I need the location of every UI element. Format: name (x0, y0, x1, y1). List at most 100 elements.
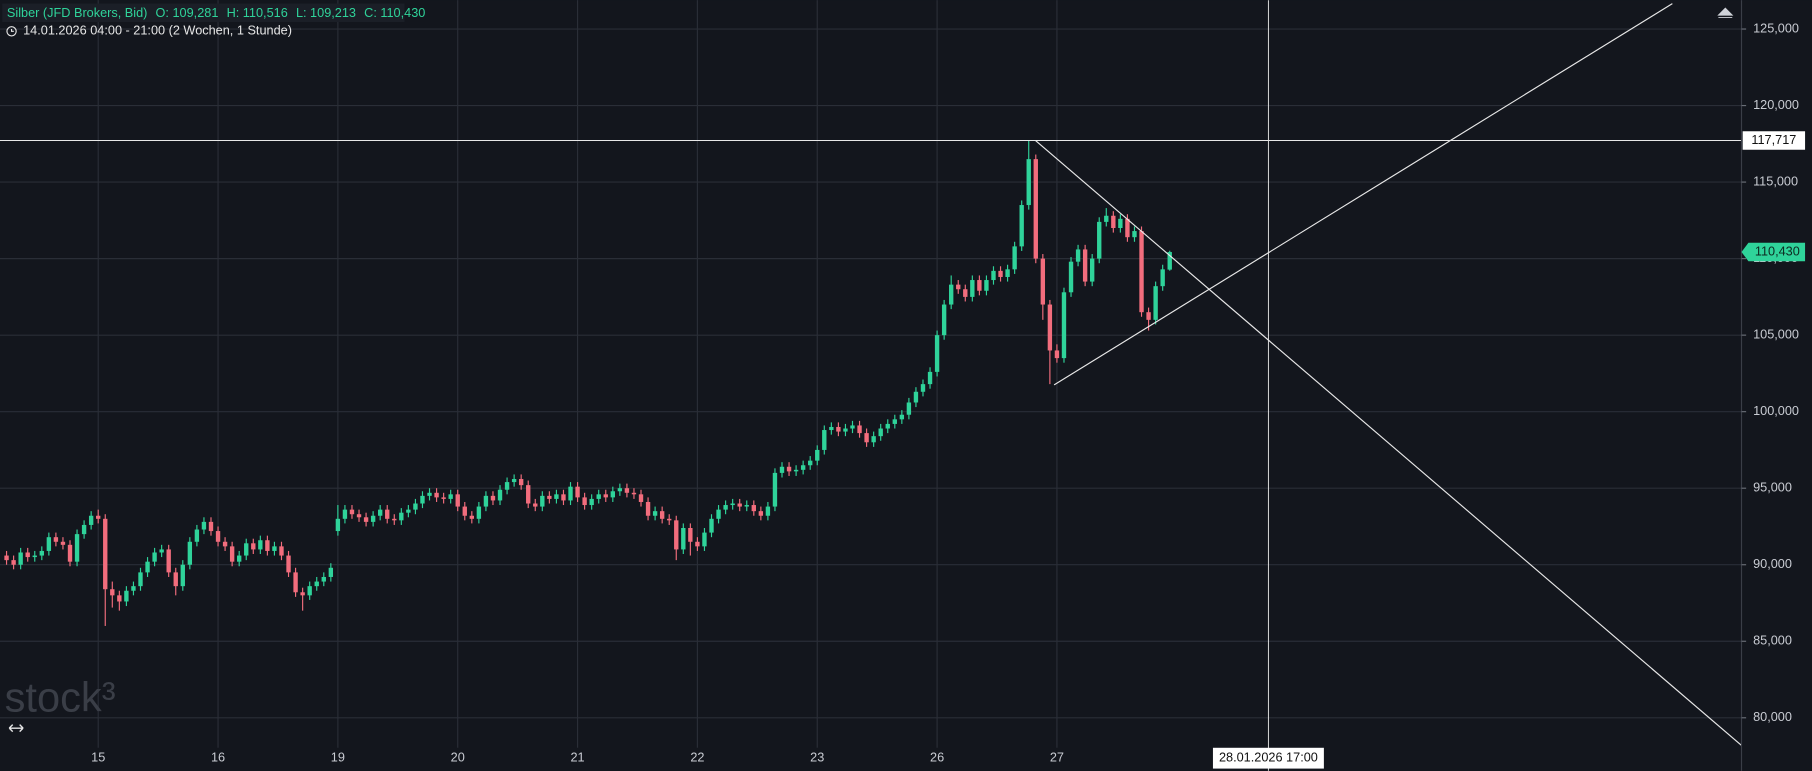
candle-body (737, 503, 742, 507)
candle-body (32, 555, 37, 558)
candle-body (370, 515, 376, 522)
candle-body (244, 543, 249, 556)
candle-body (1160, 269, 1165, 287)
candle-body (60, 541, 66, 545)
candle-body (857, 425, 862, 434)
candle-body (377, 509, 383, 516)
candle-body (765, 506, 771, 516)
candle-body (624, 488, 630, 493)
candle-body (1153, 286, 1158, 320)
candle-body (265, 540, 270, 551)
candle-body (1111, 215, 1116, 229)
candle-body (645, 501, 651, 516)
candle-body (800, 465, 806, 470)
candle-body (145, 561, 150, 573)
candle-body (511, 479, 517, 483)
y-tick-label: 100,000 (1753, 403, 1799, 418)
ohlc-label: H: 110,516 (227, 5, 288, 20)
candle-body (194, 529, 200, 542)
candle-body (427, 492, 432, 496)
x-tick-label: 21 (570, 750, 584, 765)
candle-body (906, 402, 912, 415)
candle-body (138, 572, 143, 587)
y-tick-label: 80,000 (1753, 709, 1792, 724)
candle-body (469, 515, 475, 519)
candle-body (96, 515, 101, 519)
candle-body (786, 466, 792, 472)
candle-body (314, 581, 319, 587)
candle-body (124, 590, 129, 602)
x-tick-label: 19 (331, 750, 345, 765)
clock-hands (10, 28, 14, 32)
price-label: 117,717 (1751, 132, 1796, 147)
candle-body (342, 509, 348, 519)
menu-icon[interactable] (1717, 7, 1734, 18)
candle-body (39, 550, 44, 556)
candle-body (229, 546, 235, 562)
x-tick-label: 22 (690, 750, 704, 765)
candle-body (934, 335, 940, 372)
candle-body (1012, 246, 1017, 270)
candle-body (448, 494, 453, 499)
candle-body (878, 428, 883, 437)
ohlc-label: L: 109,213 (296, 5, 356, 20)
candle-body (103, 518, 108, 590)
candle-body (836, 426, 841, 432)
clock-icon (6, 26, 17, 37)
candle-body (561, 494, 566, 501)
x-tick-label: 15 (91, 750, 105, 765)
candle-body (1068, 261, 1074, 293)
y-tick-label: 105,000 (1753, 327, 1799, 342)
candle-body (949, 284, 954, 305)
candle-body (540, 495, 545, 507)
candle-body (885, 423, 890, 429)
candle-body (434, 492, 439, 498)
candle-body (779, 466, 785, 473)
candle-body (829, 426, 834, 431)
candle-body (808, 460, 813, 466)
candle-body (1104, 215, 1109, 222)
candle-body (956, 284, 961, 290)
candle-body (25, 552, 30, 558)
crosshair-label: 28.01.2026 17:00 (1219, 750, 1318, 765)
candle-body (963, 289, 968, 297)
scroll-icon[interactable] (8, 724, 24, 733)
candle-body (279, 546, 284, 556)
candle-body (582, 497, 587, 506)
candle-body (871, 436, 876, 443)
candle-body (490, 495, 496, 501)
candle-body (1061, 292, 1067, 359)
candle-body (970, 280, 975, 297)
candle-body (1167, 252, 1172, 270)
candle-body (173, 572, 178, 587)
candle-body (744, 505, 749, 507)
ohlc-label: C: 110,430 (364, 5, 425, 20)
last-price-label: 110,430 (1755, 243, 1800, 258)
candle-body (328, 567, 334, 577)
y-tick-label: 85,000 (1753, 633, 1792, 648)
candle-body (166, 549, 171, 573)
candle-body (251, 543, 256, 550)
y-tick-label: 115,000 (1753, 173, 1798, 188)
candle-body (117, 595, 122, 602)
x-tick-label: 23 (810, 750, 824, 765)
candle-body (88, 515, 94, 525)
candle-body (1146, 312, 1151, 320)
candle-body (356, 514, 362, 518)
candle-body (67, 544, 73, 562)
candle-body (667, 518, 672, 521)
candle-body (385, 509, 390, 519)
candle-body (526, 485, 531, 504)
candle-body (927, 371, 933, 385)
candle-body (730, 503, 735, 506)
axes: 80,000 85,000 90,000 95,000 100,000 105,000 11… (91, 0, 1806, 771)
candle-body (1054, 350, 1060, 359)
candle-body (215, 531, 221, 542)
candle-body (610, 491, 615, 498)
price-box (1742, 131, 1806, 150)
candle-body (258, 540, 263, 550)
candle-body (159, 549, 164, 553)
candle-body (695, 541, 700, 547)
candle-body (688, 527, 693, 542)
